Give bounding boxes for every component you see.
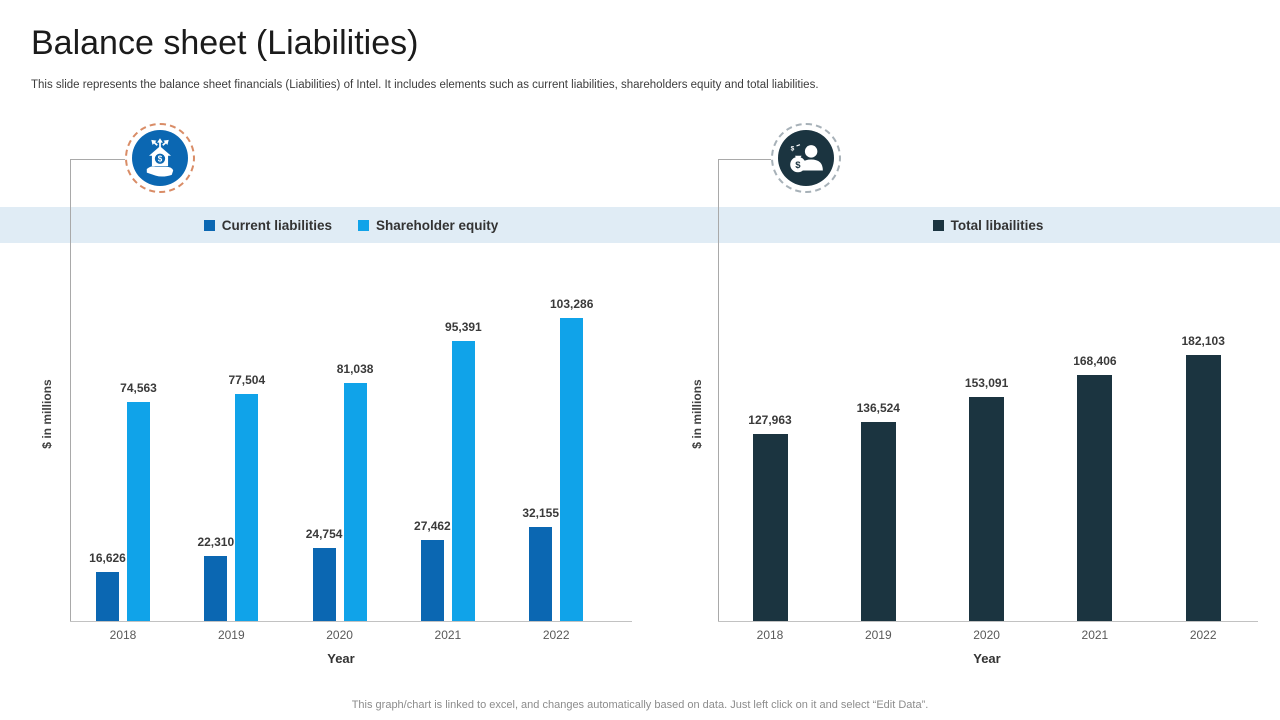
x-tick-label: 2021 (434, 628, 462, 642)
x-tick-label: 2020 (973, 628, 1000, 642)
legend-item-current-liabilities: Current liabilities (203, 217, 332, 233)
y-axis-line (718, 160, 719, 621)
right-chart-icon[interactable]: $ $ (771, 123, 841, 193)
bar (752, 434, 788, 621)
left-chart-y-axis-title: $ in millions (40, 379, 54, 449)
bar (343, 383, 367, 621)
x-tick-label: 2022 (1189, 628, 1217, 642)
bar-value-label: 32,155 (522, 506, 560, 520)
bar (312, 548, 336, 621)
savings-hand-icon-graphic: $ (146, 138, 174, 177)
bar (860, 422, 896, 621)
x-tick-label: 2018 (109, 628, 137, 642)
page-subtitle: This slide represents the balance sheet … (31, 79, 819, 91)
bar-value-label: 74,563 (120, 381, 157, 395)
x-tick-label: 2018 (756, 628, 784, 642)
legend-swatch (358, 219, 369, 231)
bar-value-label: 168,406 (1073, 354, 1117, 368)
savings-hand-icon: $ (132, 130, 188, 186)
bar-value-label: 27,462 (414, 519, 451, 533)
right-chart-y-axis-title: $ in millions (690, 379, 704, 449)
bar-value-label: 16,626 (89, 551, 126, 565)
x-tick-label: 2019 (217, 628, 245, 642)
left-chart-legend: Current liabilities Shareholder equity (70, 207, 632, 243)
bar-value-label: 103,286 (549, 297, 594, 311)
legend-item-shareholder-equity: Shareholder equity (358, 218, 498, 233)
x-tick-label: 2022 (542, 628, 570, 642)
x-axis-line (70, 621, 632, 622)
investor-money-icon-graphic: $ $ (790, 144, 823, 173)
bar (451, 341, 475, 621)
bar (560, 318, 584, 621)
x-tick-label: 2019 (864, 628, 892, 642)
svg-text:$: $ (795, 160, 801, 171)
left-icon-connector-line (70, 159, 128, 160)
page-title: Balance sheet (Liabilities) (31, 24, 419, 62)
x-axis-line (718, 621, 1258, 622)
bar-value-label: 127,963 (748, 413, 792, 427)
bar (127, 402, 150, 621)
bar (420, 540, 444, 621)
legend-band: Current liabilities Shareholder equity To… (0, 207, 1280, 243)
bar-value-label: 136,524 (856, 401, 900, 415)
legend-swatch (932, 219, 944, 231)
left-chart-x-axis-title: Year (327, 651, 355, 666)
bar (529, 527, 553, 621)
bar-value-label: 24,754 (305, 527, 343, 541)
bar-value-label: 81,038 (336, 362, 374, 376)
bar (235, 394, 259, 621)
investor-money-icon: $ $ (778, 130, 834, 186)
footer-note: This graph/chart is linked to excel, and… (351, 699, 929, 711)
bar-value-label: 95,391 (445, 320, 482, 334)
right-chart-x-axis-title: Year (973, 651, 1001, 666)
bar-value-label: 77,504 (228, 373, 266, 387)
right-icon-connector-line (718, 159, 775, 160)
bar (96, 572, 119, 621)
svg-text:$: $ (791, 146, 795, 153)
legend-label: Total libailities (950, 217, 1044, 233)
legend-swatch (203, 219, 215, 231)
y-axis-line (70, 160, 71, 621)
bar-value-label: 153,091 (964, 376, 1009, 390)
legend-label: Current liabilities (221, 217, 332, 233)
left-chart-icon[interactable]: $ (125, 123, 195, 193)
right-chart-legend: Total libailities (718, 207, 1258, 243)
bar (1185, 355, 1221, 621)
legend-label: Shareholder equity (376, 217, 499, 233)
bar-value-label: 182,103 (1181, 334, 1225, 348)
svg-text:$: $ (158, 155, 163, 164)
bar (969, 397, 1005, 621)
x-tick-label: 2020 (326, 628, 353, 642)
bar (204, 556, 228, 621)
bar (1077, 375, 1113, 621)
bar-value-label: 22,310 (197, 535, 235, 549)
x-tick-label: 2021 (1081, 628, 1109, 642)
legend-item-total-libailities: Total libailities (932, 217, 1044, 233)
